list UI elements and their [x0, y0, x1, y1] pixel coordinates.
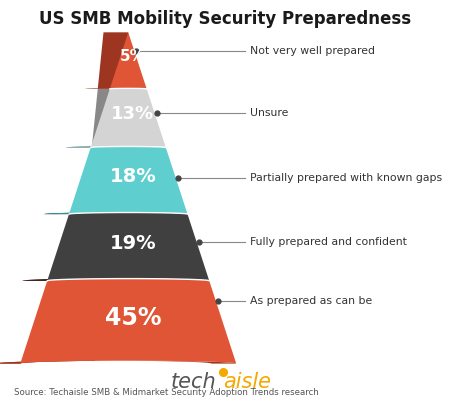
Text: 19%: 19%: [109, 234, 156, 253]
Text: 5%: 5%: [120, 49, 146, 64]
Text: aisle: aisle: [223, 372, 271, 392]
Text: US SMB Mobility Security Preparedness: US SMB Mobility Security Preparedness: [39, 10, 411, 28]
Text: Fully prepared and confident: Fully prepared and confident: [250, 238, 407, 247]
Text: Unsure: Unsure: [250, 108, 288, 118]
Polygon shape: [20, 279, 236, 364]
Polygon shape: [91, 88, 166, 147]
Polygon shape: [44, 147, 117, 214]
Text: Not very well prepared: Not very well prepared: [250, 46, 375, 55]
Polygon shape: [22, 213, 110, 281]
Text: 18%: 18%: [109, 167, 156, 186]
Text: 45%: 45%: [104, 306, 161, 330]
Polygon shape: [66, 88, 122, 147]
Polygon shape: [0, 279, 103, 364]
Polygon shape: [47, 213, 209, 281]
Text: Source: Techaisle SMB & Midmarket Security Adoption Trends research: Source: Techaisle SMB & Midmarket Securi…: [14, 388, 318, 397]
Polygon shape: [110, 32, 147, 89]
Text: Partially prepared with known gaps: Partially prepared with known gaps: [250, 173, 442, 183]
Polygon shape: [0, 361, 236, 364]
Text: tech: tech: [170, 372, 216, 392]
Polygon shape: [85, 32, 128, 89]
Text: 13%: 13%: [111, 105, 154, 123]
Polygon shape: [69, 146, 188, 214]
Text: As prepared as can be: As prepared as can be: [250, 296, 372, 306]
